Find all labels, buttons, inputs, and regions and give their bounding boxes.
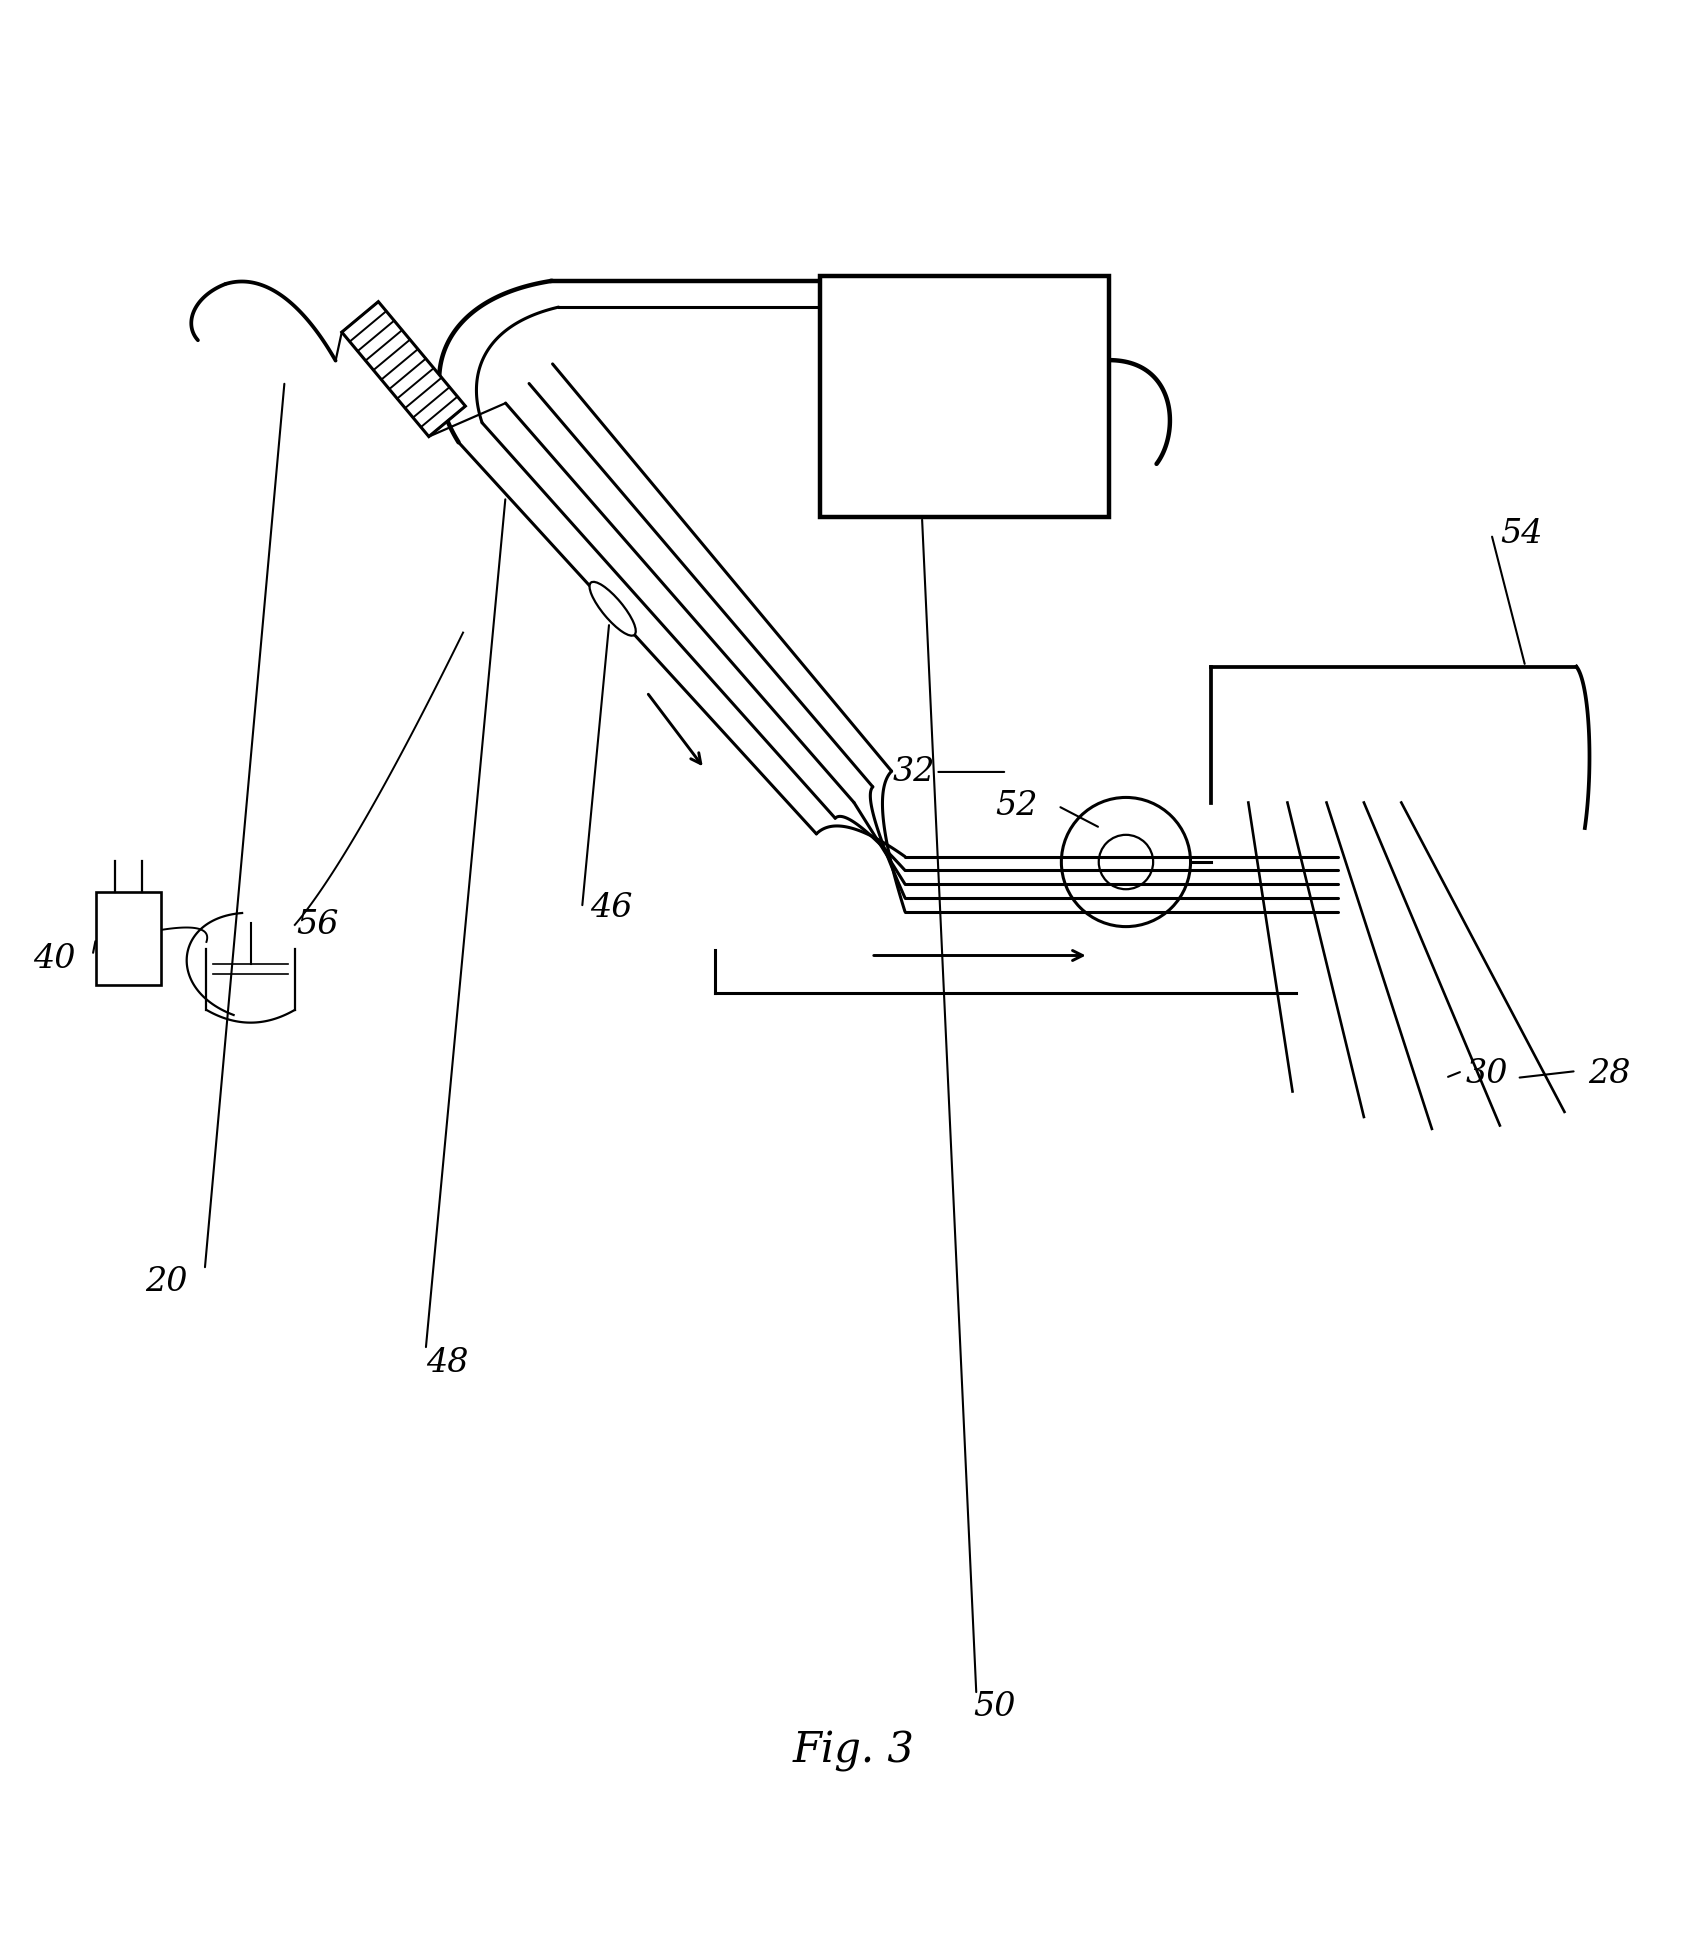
Text: 54: 54 <box>1499 517 1541 550</box>
Text: 50: 50 <box>973 1690 1016 1723</box>
Polygon shape <box>341 301 464 436</box>
Text: 28: 28 <box>1588 1058 1630 1091</box>
Text: 32: 32 <box>893 757 935 788</box>
Text: 30: 30 <box>1465 1058 1507 1091</box>
Text: 40: 40 <box>32 943 75 974</box>
Text: 56: 56 <box>297 908 338 941</box>
Ellipse shape <box>589 582 635 636</box>
Text: 52: 52 <box>995 790 1036 823</box>
Text: 20: 20 <box>145 1266 188 1297</box>
Bar <box>96 891 160 986</box>
Text: 46: 46 <box>591 893 633 924</box>
Bar <box>819 276 1108 517</box>
Text: Fig. 3: Fig. 3 <box>792 1729 915 1772</box>
Text: 48: 48 <box>425 1348 468 1379</box>
